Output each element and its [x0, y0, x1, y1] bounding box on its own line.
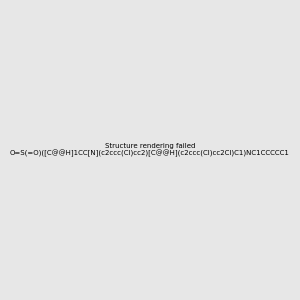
Text: Structure rendering failed
O=S(=O)([C@@H]1CC[N](c2ccc(Cl)cc2)[C@@H](c2ccc(Cl)cc2: Structure rendering failed O=S(=O)([C@@H… [10, 143, 290, 157]
